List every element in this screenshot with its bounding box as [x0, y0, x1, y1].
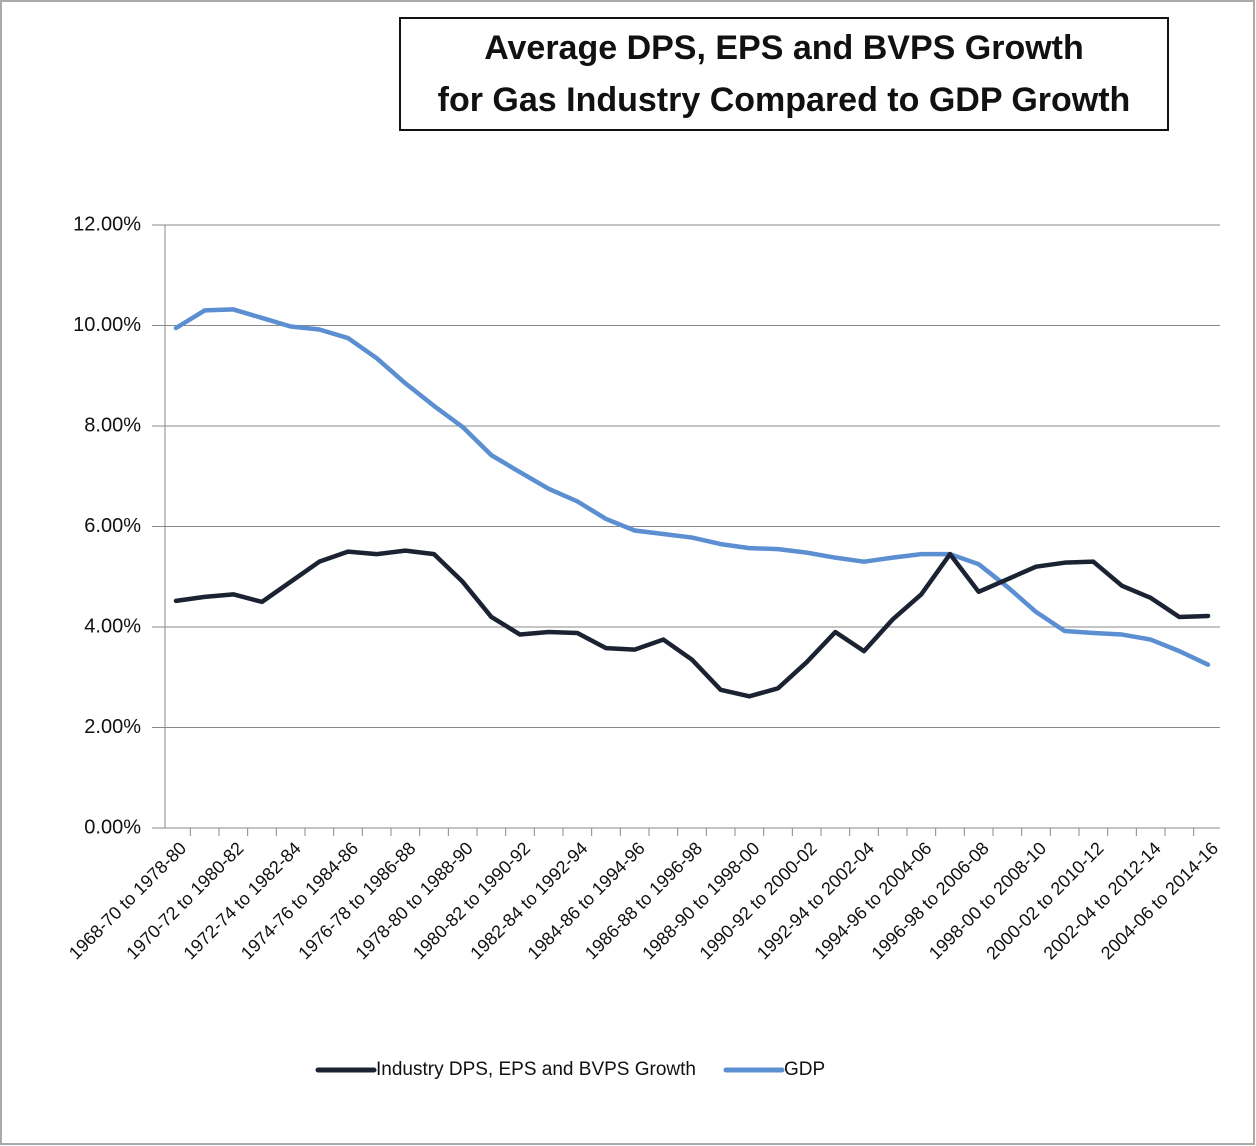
legend-label: Industry DPS, EPS and BVPS Growth [376, 1059, 696, 1080]
y-tick-label: 6.00% [84, 515, 141, 537]
legend-label: GDP [784, 1059, 825, 1080]
y-tick-label: 0.00% [84, 816, 141, 838]
title-box [399, 17, 1169, 131]
y-tick-label: 12.00% [73, 213, 141, 235]
y-tick-label: 4.00% [84, 615, 141, 637]
chart-title: Average DPS, EPS and BVPS Growth [484, 29, 1084, 67]
y-tick-label: 8.00% [84, 414, 141, 436]
y-tick-label: 10.00% [73, 314, 141, 336]
y-tick-label: 2.00% [84, 716, 141, 738]
series-line [173, 307, 1211, 667]
chart-title: for Gas Industry Compared to GDP Growth [438, 81, 1131, 119]
series-line [173, 548, 1211, 699]
